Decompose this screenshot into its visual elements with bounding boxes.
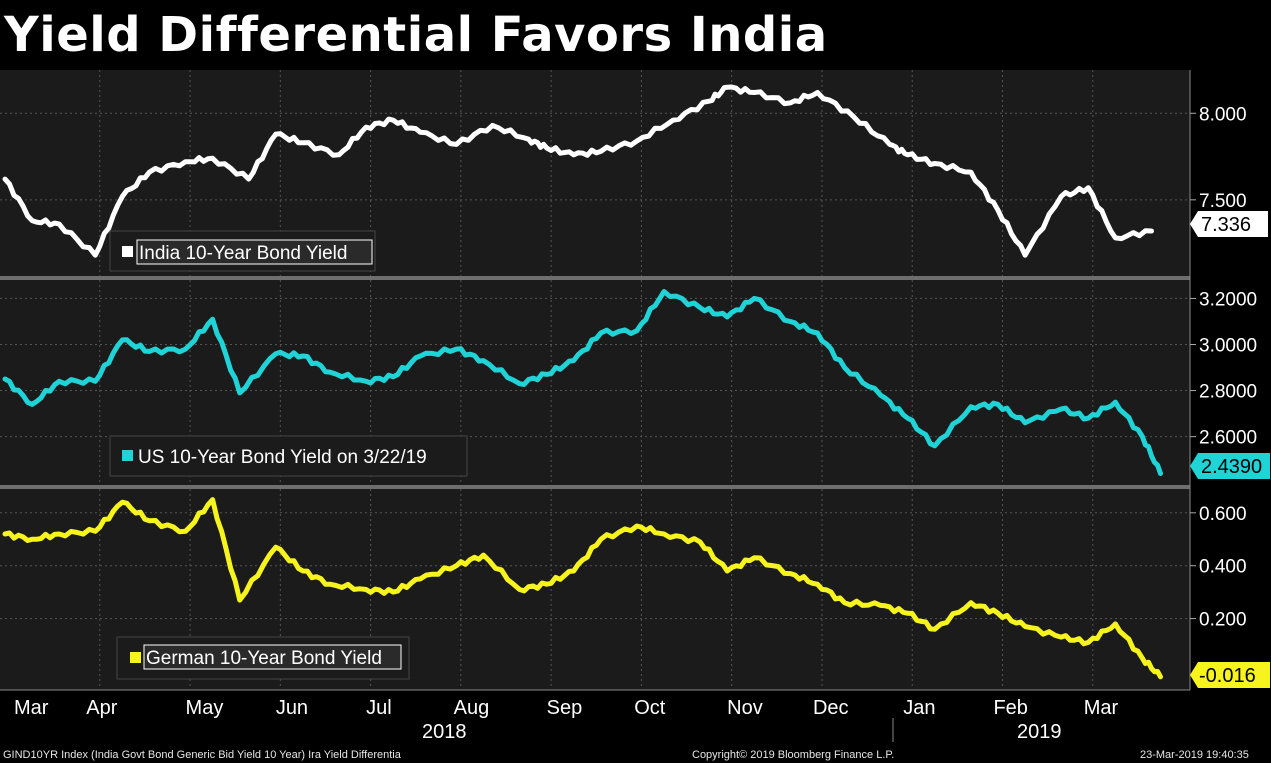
y-tick-label-germany-0: 0.600 bbox=[1199, 504, 1247, 525]
x-tick-label-0: Mar bbox=[14, 697, 49, 719]
y-tick-label-germany-2: 0.200 bbox=[1199, 610, 1247, 631]
y-tick-label-germany-1: 0.400 bbox=[1199, 557, 1247, 578]
y-tick-label-india-1: 7.500 bbox=[1199, 191, 1247, 212]
legend-india-label: India 10-Year Bond Yield bbox=[139, 243, 347, 264]
x-tick-label-4: Jul bbox=[366, 697, 392, 719]
x-tick-label-3: Jun bbox=[276, 697, 308, 719]
axis-layer: 8.000 7.500 3.2000 3.0000 2.8000 2.6000 0.600 0… bbox=[14, 104, 1257, 743]
legend-us: US 10-Year Bond Yield on 3/22/19 bbox=[109, 435, 468, 477]
last-value-india-text: 7.336 bbox=[1201, 214, 1251, 236]
y-tick-label-us-1: 3.0000 bbox=[1199, 335, 1257, 356]
x-tick-label-2: May bbox=[186, 697, 224, 719]
series-line-germany bbox=[2, 497, 1163, 680]
panel-divider-2 bbox=[0, 485, 1190, 489]
legend-germany: German 10-Year Bond Yield bbox=[116, 636, 410, 680]
x-tick-label-6: Sep bbox=[547, 697, 583, 719]
legend-us-swatch bbox=[122, 450, 133, 461]
last-value-us-text: 2.4390 bbox=[1201, 456, 1262, 478]
last-value-india: 7.336 bbox=[1190, 211, 1268, 237]
x-tick-label-5: Aug bbox=[454, 697, 490, 719]
x-tick-label-10: Jan bbox=[903, 697, 935, 719]
last-value-germany-text: -0.016 bbox=[1199, 665, 1256, 687]
series-layer bbox=[2, 84, 1163, 680]
footer-source: GIND10YR Index (India Govt Bond Generic … bbox=[3, 749, 402, 761]
x-year-label-2018: 2018 bbox=[422, 721, 467, 743]
y-tick-label-india-0: 8.000 bbox=[1199, 104, 1247, 125]
last-value-us: 2.4390 bbox=[1190, 453, 1270, 479]
last-value-germany: -0.016 bbox=[1190, 662, 1270, 688]
legend-germany-label: German 10-Year Bond Yield bbox=[146, 648, 382, 669]
legend-germany-label-bg bbox=[143, 644, 402, 670]
legend-india-swatch bbox=[122, 246, 133, 257]
footer-timestamp: 23-Mar-2019 19:40:35 bbox=[1140, 749, 1249, 761]
footer-copyright: Copyright© 2019 Bloomberg Finance L.P. bbox=[692, 749, 894, 761]
series-line-us bbox=[2, 289, 1163, 476]
legend-germany-swatch bbox=[130, 652, 141, 663]
last-value-us-tag bbox=[1190, 453, 1270, 479]
grid-layer bbox=[0, 70, 1190, 690]
panel-divider-1 bbox=[0, 276, 1190, 280]
legend-us-label: US 10-Year Bond Yield on 3/22/19 bbox=[138, 447, 427, 468]
x-tick-label-8: Nov bbox=[727, 697, 763, 719]
legend-us-box bbox=[109, 435, 468, 477]
y-tick-label-us-3: 2.6000 bbox=[1199, 428, 1257, 449]
x-tick-label-1: Apr bbox=[86, 697, 117, 719]
series-line-india bbox=[2, 84, 1154, 258]
y-tick-label-us-2: 2.8000 bbox=[1199, 382, 1257, 403]
chart-title: Yield Differential Favors India bbox=[4, 7, 828, 63]
y-tick-label-us-0: 3.2000 bbox=[1199, 289, 1257, 310]
last-value-germany-tag bbox=[1190, 662, 1270, 688]
x-tick-label-9: Dec bbox=[813, 697, 849, 719]
last-value-india-tag bbox=[1190, 211, 1268, 237]
legend-india-label-bg bbox=[136, 239, 373, 265]
x-tick-label-12: Mar bbox=[1084, 697, 1119, 719]
x-tick-label-7: Oct bbox=[634, 697, 666, 719]
x-year-label-2019: 2019 bbox=[1017, 721, 1062, 743]
x-tick-label-11: Feb bbox=[993, 697, 1027, 719]
legend-india: India 10-Year Bond Yield bbox=[109, 230, 376, 272]
